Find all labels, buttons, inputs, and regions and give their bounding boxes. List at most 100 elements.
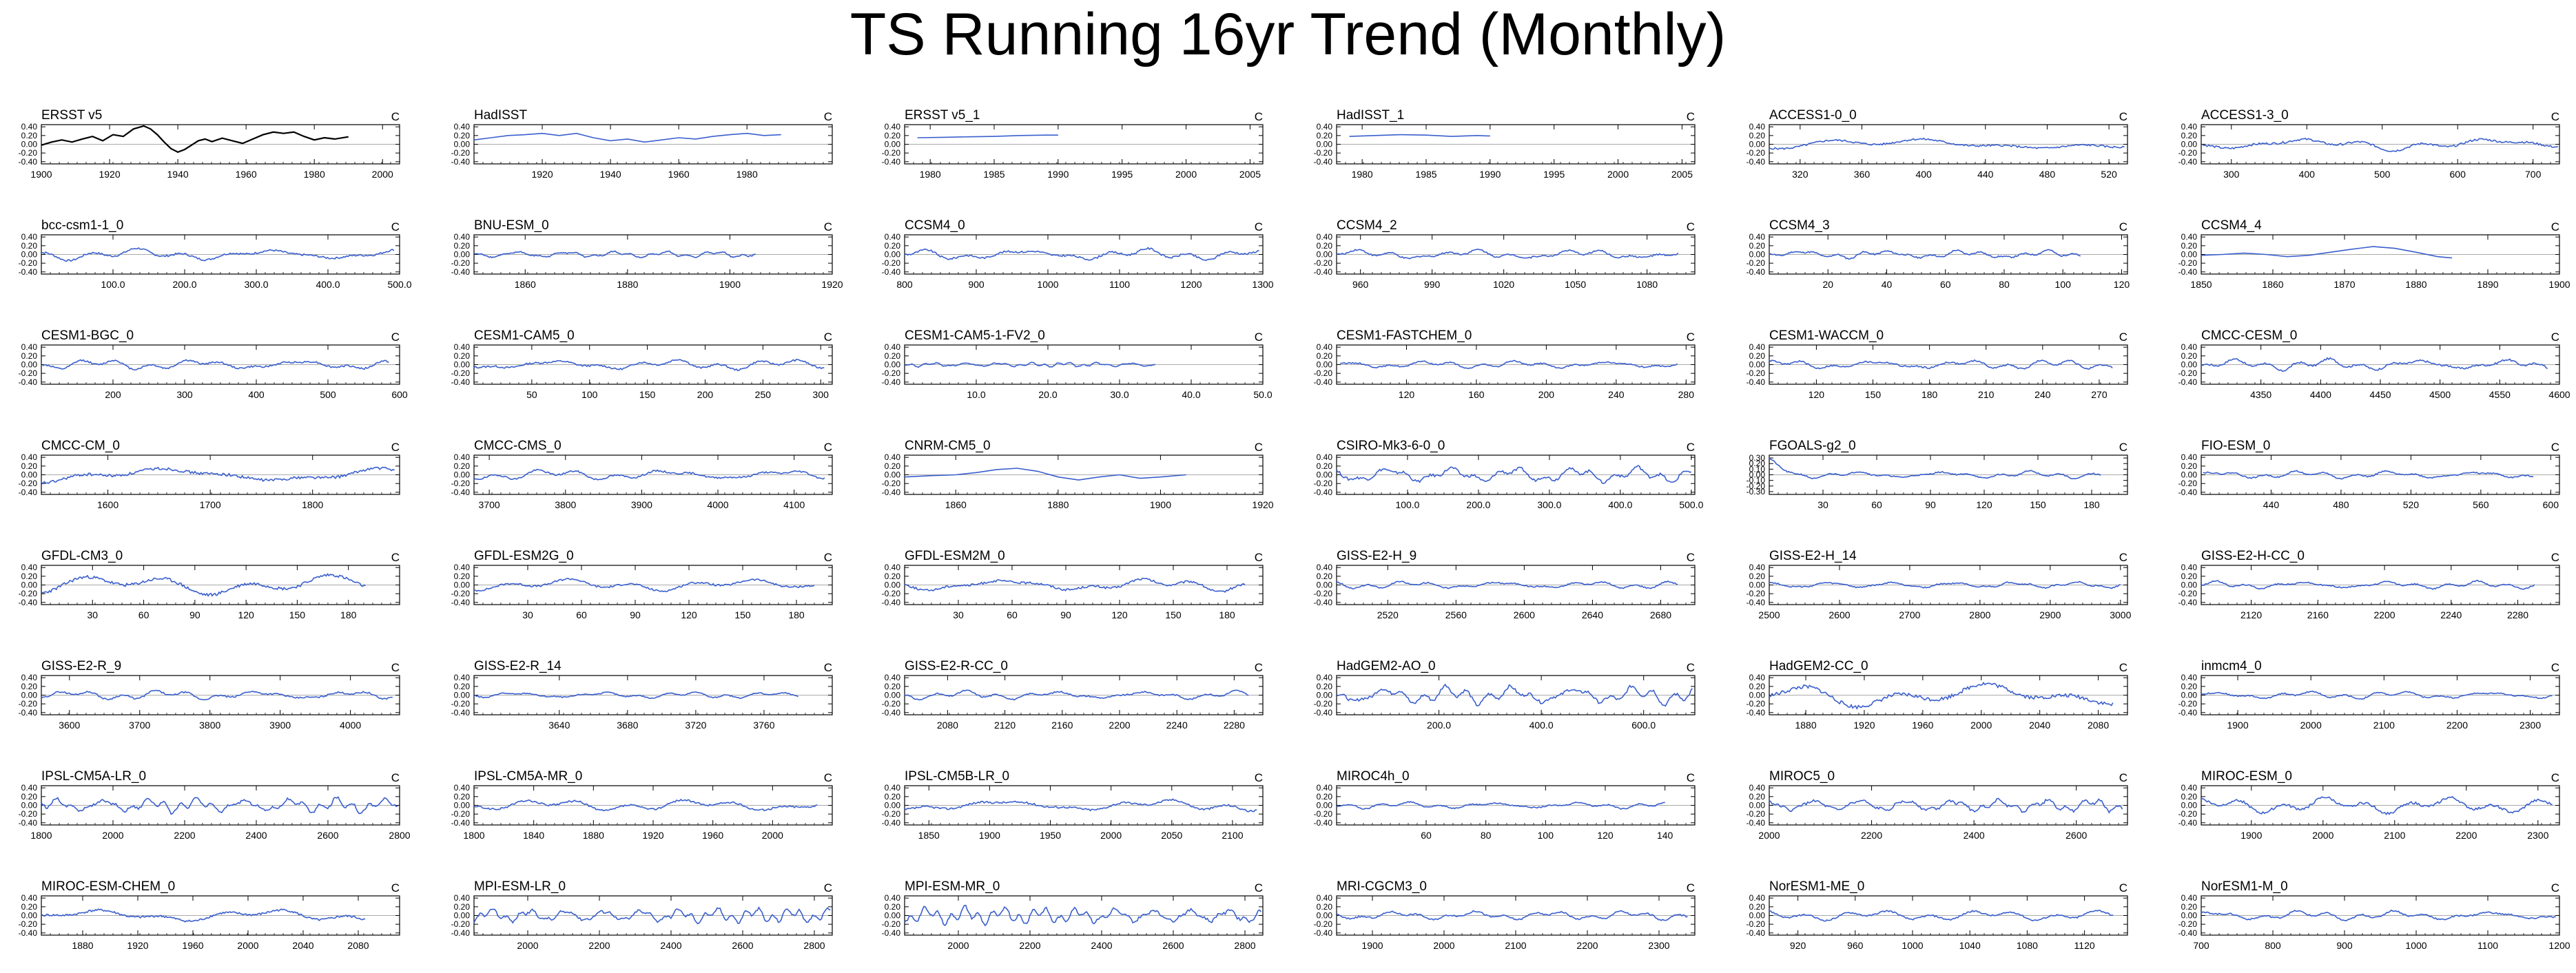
panel-units: C — [2119, 551, 2127, 564]
x-tick-label: 2005 — [1671, 169, 1693, 180]
y-tick-label: 0.40 — [1317, 673, 1333, 682]
y-tick-label: -0.20 — [1314, 479, 1333, 488]
y-tick-label: 0.20 — [1749, 572, 1766, 581]
x-tick-label: 40.0 — [1182, 389, 1200, 400]
panel-title: bcc-csm1-1_0 — [41, 218, 123, 233]
x-tick-label: 3700 — [479, 499, 500, 510]
y-tick-label: 0.40 — [885, 563, 901, 572]
series-line — [474, 250, 756, 259]
x-tick-label: 1600 — [97, 499, 119, 510]
x-tick-label: 160 — [1468, 389, 1485, 400]
chart-panel: CESM1-CAM5-1-FV2_0 C 0.400.200.00-0.20-0.4… — [882, 328, 1272, 400]
panel-title: ERSST v5 — [41, 108, 102, 123]
panel-title: MIROC5_0 — [1769, 769, 1835, 784]
y-tick-label: -0.20 — [19, 809, 38, 819]
panel-title: CESM1-CAM5_0 — [474, 328, 575, 343]
x-tick-label: 1985 — [1415, 169, 1436, 180]
x-tick-label: 4000 — [707, 499, 728, 510]
y-tick-label: -0.30 — [1746, 487, 1766, 496]
y-tick-label: -0.40 — [19, 488, 38, 497]
y-tick-label: 0.40 — [885, 893, 901, 903]
chart-panel: CMCC-CESM_0 C 0.400.200.00-0.20-0.40 4350 44… — [2178, 328, 2570, 400]
y-tick-label: 0.00 — [2181, 911, 2198, 921]
y-tick-label: -0.40 — [882, 708, 901, 718]
y-tick-label: -0.20 — [882, 148, 901, 158]
panel-title: GISS-E2-H-CC_0 — [2201, 549, 2305, 563]
y-tick-label: 0.20 — [2181, 572, 2198, 581]
series-line — [473, 132, 781, 143]
x-tick-label: 1995 — [1543, 169, 1565, 180]
y-tick-label: -0.20 — [1314, 148, 1333, 158]
x-tick-label: 50.0 — [1253, 389, 1272, 400]
series-line — [2203, 137, 2559, 152]
panel-title: HadGEM2-CC_0 — [1769, 659, 1868, 673]
chart-panel: GISS-E2-H-CC_0 C 0.400.200.00-0.20-0.40 212… — [2178, 549, 2560, 620]
y-tick-label: 0.00 — [1749, 801, 1766, 810]
chart-panel: IPSL-CM5B-LR_0 C 0.400.200.00-0.20-0.40 185… — [882, 769, 1264, 841]
y-tick-label: -0.40 — [1746, 157, 1766, 167]
x-tick-label: 60 — [138, 609, 150, 620]
y-tick-label: 0.20 — [21, 792, 38, 802]
x-tick-label: 2900 — [2039, 609, 2061, 620]
x-tick-label: 140 — [1657, 830, 1673, 841]
x-tick-label: 2000 — [1758, 830, 1780, 841]
panel-units: C — [1687, 881, 1695, 894]
x-tick-label: 120 — [1399, 389, 1415, 400]
y-tick-label: 0.00 — [1317, 360, 1333, 370]
x-tick-label: 4000 — [340, 720, 361, 731]
panel-title: FIO-ESM_0 — [2201, 439, 2270, 453]
y-tick-label: 0.40 — [1317, 783, 1333, 793]
x-tick-label: 440 — [2263, 499, 2280, 510]
y-tick-label: 0.40 — [454, 452, 471, 462]
y-tick-label: 0.40 — [454, 673, 471, 682]
series-line — [473, 798, 818, 812]
x-tick-label: 1980 — [1352, 169, 1373, 180]
y-tick-label: 0.20 — [1317, 131, 1333, 140]
y-tick-label: -0.40 — [19, 157, 38, 167]
panel-units: C — [1687, 551, 1695, 564]
series-line — [41, 247, 395, 262]
panel-title: ACCESS1-3_0 — [2201, 108, 2289, 123]
y-tick-label: -0.40 — [1314, 598, 1333, 607]
y-tick-label: -0.20 — [882, 258, 901, 268]
x-tick-label: 1880 — [1795, 720, 1816, 731]
x-tick-label: 180 — [1921, 389, 1938, 400]
x-tick-label: 1980 — [304, 169, 325, 180]
y-tick-label: 0.00 — [454, 470, 471, 480]
x-tick-label: 400.0 — [1529, 720, 1554, 731]
y-tick-label: 0.40 — [2181, 232, 2198, 242]
panel-units: C — [2119, 661, 2127, 674]
x-tick-label: 2000 — [102, 830, 123, 841]
chart-panel: GISS-E2-H_9 C 0.400.200.00-0.20-0.40 2520 25… — [1314, 549, 1696, 620]
x-tick-label: 400 — [1915, 169, 1932, 180]
x-tick-label: 1880 — [617, 279, 638, 290]
panel-units: C — [1687, 441, 1695, 454]
series-line — [474, 578, 815, 593]
x-tick-label: 300.0 — [244, 279, 268, 290]
chart-panel: ACCESS1-0_0 C 0.400.200.00-0.20-0.40 320 360… — [1746, 108, 2128, 180]
x-tick-label: 700 — [2525, 169, 2542, 180]
y-tick-label: 0.20 — [2181, 682, 2198, 691]
y-tick-label: 0.20 — [454, 131, 471, 140]
x-tick-label: 2000 — [947, 940, 969, 951]
y-tick-label: 0.00 — [1317, 911, 1333, 921]
x-tick-label: 150 — [1865, 389, 1882, 400]
panel-units: C — [391, 771, 400, 784]
y-tick-label: 0.40 — [1749, 893, 1766, 903]
x-tick-label: 1870 — [2333, 279, 2355, 290]
y-tick-label: 0.00 — [2181, 691, 2198, 700]
series-line — [41, 796, 398, 815]
y-tick-label: 0.40 — [1749, 563, 1766, 572]
page-title: TS Running 16yr Trend (Monthly) — [849, 1, 1727, 67]
x-tick-label: 2000 — [1970, 720, 1992, 731]
x-tick-label: 2560 — [1445, 609, 1467, 620]
chart-panel: FGOALS-g2_0 C 0.300.200.100.00-0.10-0.20-0… — [1746, 439, 2128, 510]
panel-units: C — [2551, 881, 2559, 894]
y-tick-label: -0.20 — [451, 589, 471, 598]
x-tick-label: 560 — [2473, 499, 2489, 510]
x-tick-label: 1020 — [1493, 279, 1514, 290]
chart-panel: CESM1-BGC_0 C 0.400.200.00-0.20-0.40 200 300… — [19, 328, 408, 400]
x-tick-label: 120 — [238, 609, 254, 620]
x-tick-label: 2400 — [660, 940, 681, 951]
y-tick-label: 0.20 — [21, 351, 38, 361]
